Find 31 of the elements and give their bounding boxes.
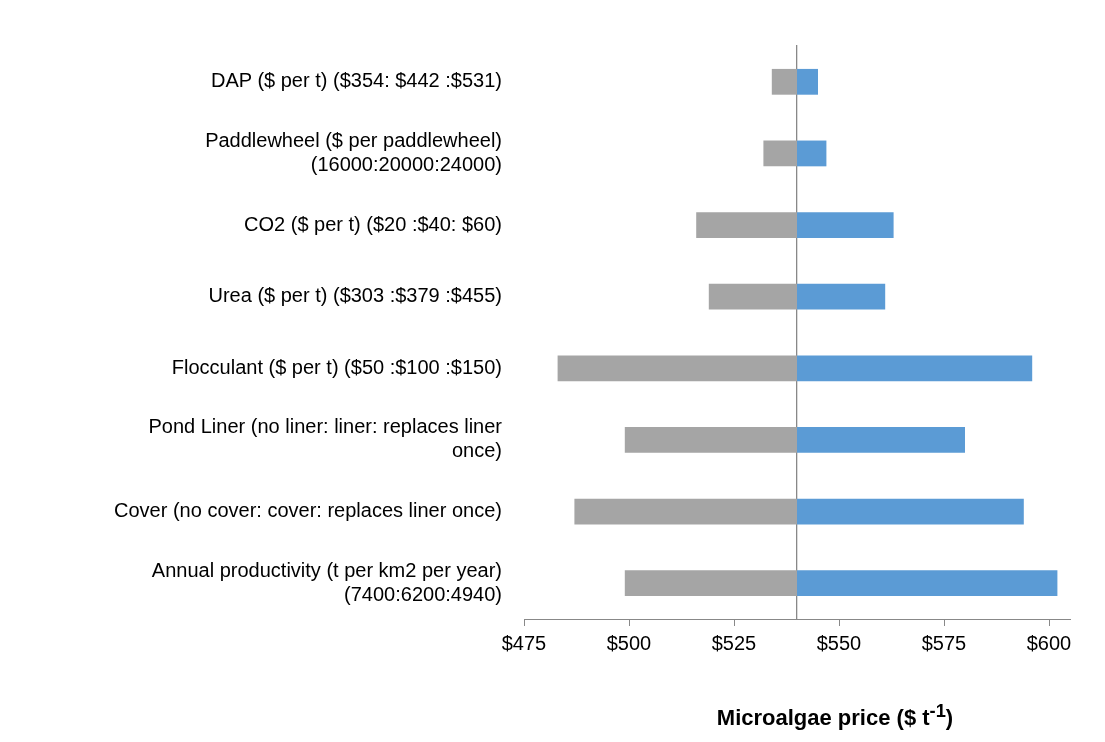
bar: [797, 355, 1033, 382]
x-tick-label: $500: [606, 631, 652, 654]
bar: [696, 212, 797, 238]
bar: [797, 570, 1058, 597]
bar: [557, 355, 797, 382]
bar: [797, 427, 965, 453]
y-tick-label: Paddlewheel ($ per paddlewheel) (16000:20000:24000): [205, 128, 502, 175]
y-tick-label: Urea ($ per t) ($303 :$379 :$455): [208, 284, 502, 307]
x-tick-label: $600: [1026, 631, 1072, 654]
y-tick-label: Annual productivity (t per km2 per year) (7400:6200:4940): [151, 558, 502, 605]
bar: [797, 283, 886, 310]
bar: [763, 140, 797, 167]
bar: [797, 68, 818, 95]
x-axis-title: Microalgae price ($ t$^{-1}$): [715, 700, 955, 732]
bar: [708, 283, 797, 310]
x-tick-label: $575: [921, 631, 967, 654]
y-tick-label: CO2 ($ per t) ($20 :$40: $60): [244, 212, 502, 235]
bar: [797, 140, 827, 167]
y-tick-label: Pond Liner (no liner: liner: replaces liner once): [148, 415, 503, 462]
x-tick-label: $475: [501, 631, 547, 654]
bar: [574, 498, 797, 525]
bar: [797, 498, 1024, 525]
bar: [624, 427, 797, 453]
bar: [771, 68, 797, 95]
y-tick-label: DAP ($ per t) ($354: $442 :$531): [211, 69, 502, 92]
x-tick-label: $525: [711, 631, 757, 654]
bar: [624, 570, 797, 597]
y-tick-label: Cover (no cover: cover: replaces liner once): [114, 499, 502, 522]
y-tick-label: Flocculant ($ per t) ($50 :$100 :$150): [171, 355, 502, 378]
x-tick-label: $550: [816, 631, 862, 654]
bar: [797, 212, 894, 238]
